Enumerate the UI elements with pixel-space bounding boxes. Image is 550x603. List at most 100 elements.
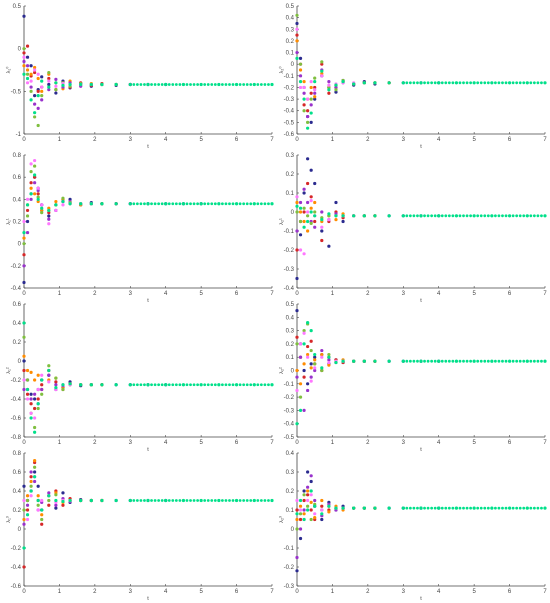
data-point (334, 218, 338, 222)
data-point (40, 85, 44, 89)
data-point (36, 186, 40, 190)
x-tick-label: 5 (199, 291, 203, 297)
steady-point (483, 81, 487, 85)
data-point (295, 200, 299, 205)
steady-point (522, 81, 526, 85)
y-tick-label: 0.3 (286, 153, 295, 159)
data-point (295, 195, 299, 199)
data-point (22, 236, 26, 240)
data-point (302, 210, 306, 214)
data-point (295, 21, 299, 26)
steady-point (515, 506, 519, 510)
steady-point (249, 383, 253, 387)
x-tick-label: 5 (199, 440, 203, 446)
y-tick-label: -0.1 (284, 546, 295, 552)
steady-point (469, 359, 472, 363)
y-tick-label: -0.6 (284, 132, 295, 138)
steady-point (206, 383, 210, 387)
data-point (320, 225, 324, 229)
steady-point (490, 81, 494, 85)
data-point (306, 493, 310, 497)
data-point (320, 74, 324, 78)
x-axis-title: t (147, 144, 149, 150)
y-axis-title: λ₂¹ (279, 218, 285, 225)
steady-point (150, 383, 153, 387)
steady-point (157, 202, 161, 206)
x-tick-label: 7 (543, 440, 547, 446)
data-point (295, 276, 299, 281)
x-tick-label: 5 (199, 137, 203, 143)
data-point (33, 406, 37, 411)
x-tick-label: 6 (508, 440, 512, 446)
data-point (29, 370, 33, 374)
steady-point (143, 383, 146, 387)
data-point (309, 489, 313, 493)
series-7 (295, 56, 547, 130)
steady-point (238, 383, 242, 387)
steady-point (217, 202, 221, 206)
data-point (40, 387, 44, 392)
steady-point (504, 81, 508, 85)
data-point (327, 504, 331, 508)
steady-point (426, 214, 430, 218)
steady-point (447, 214, 451, 218)
steady-point (217, 83, 221, 86)
data-point (40, 203, 44, 207)
data-point (313, 181, 317, 186)
x-tick-label: 7 (543, 137, 547, 143)
steady-point (515, 359, 519, 363)
data-point (36, 503, 40, 507)
steady-point (476, 359, 480, 363)
steady-point (256, 499, 260, 502)
data-point (33, 479, 37, 484)
data-point (61, 503, 65, 507)
x-tick-label: 4 (437, 440, 441, 446)
x-tick-label: 6 (235, 589, 239, 595)
steady-point (245, 83, 249, 86)
y-axis-title: λ₂⁰ (278, 66, 285, 74)
data-point (309, 493, 313, 497)
y-tick-label: -0.5 (284, 120, 295, 126)
data-point (320, 348, 324, 353)
series-7 (22, 321, 274, 434)
steady-point (139, 499, 143, 502)
series-4 (295, 187, 366, 233)
x-tick-label: 7 (543, 291, 547, 297)
steady-point (451, 506, 455, 510)
y-tick-label: 0.4 (13, 197, 22, 203)
data-point (54, 88, 58, 92)
data-point (313, 516, 317, 520)
steady-point (416, 506, 419, 510)
data-point (309, 339, 313, 343)
data-point (61, 491, 65, 495)
data-point (302, 368, 306, 373)
data-point (298, 355, 303, 359)
data-point (306, 504, 310, 508)
data-point (29, 475, 33, 479)
steady-point (221, 202, 224, 206)
steady-point (426, 359, 430, 363)
data-point (295, 210, 299, 214)
steady-point (164, 499, 168, 502)
data-point (25, 203, 30, 207)
data-point (306, 344, 310, 349)
series-7 (22, 72, 274, 115)
data-point (25, 397, 30, 401)
steady-point (235, 83, 238, 86)
y-axis-title: λ₁² (6, 367, 12, 374)
data-point (302, 331, 306, 335)
data-point (320, 218, 324, 222)
data-point (298, 248, 303, 252)
data-point (100, 202, 104, 206)
data-point (302, 252, 306, 256)
data-point (313, 362, 317, 366)
data-point (47, 494, 51, 498)
steady-point (224, 499, 228, 502)
y-tick-label: 0.8 (13, 451, 22, 457)
steady-point (217, 383, 221, 387)
data-point (334, 200, 338, 205)
steady-point (252, 202, 256, 206)
data-point (47, 70, 51, 75)
series-4 (295, 474, 366, 560)
y-tick-label: -0.4 (284, 286, 295, 292)
